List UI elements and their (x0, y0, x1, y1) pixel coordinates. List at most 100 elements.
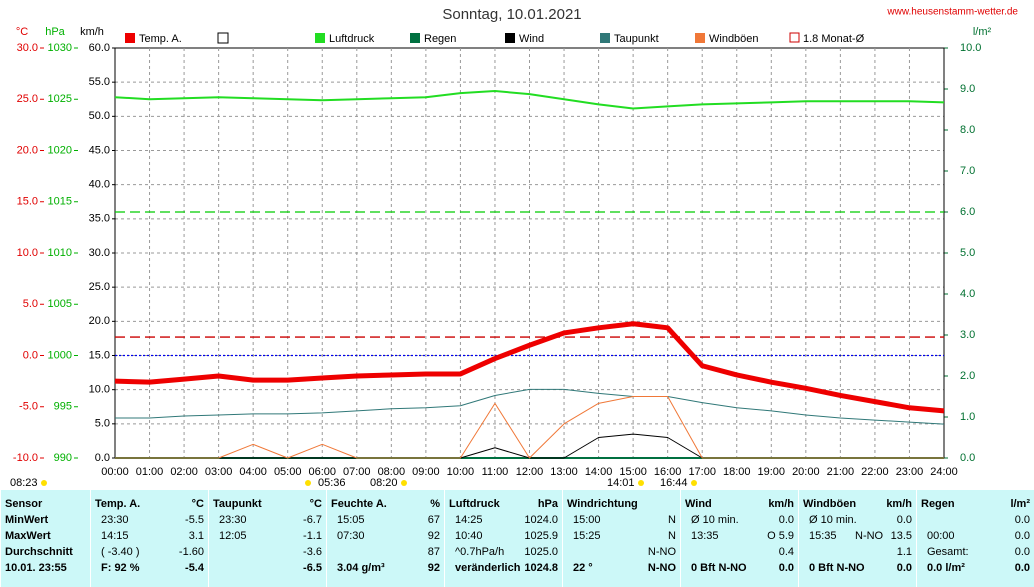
y-tick-label: 1005 (48, 298, 72, 310)
table-cell: Gesamt: (927, 546, 969, 558)
table-cell: 13:35 (691, 530, 719, 542)
group-unit: % (430, 498, 440, 510)
table-row: Ø 10 min. 0.0 (803, 512, 912, 528)
table-cell: 00:00 (927, 530, 955, 542)
legend-label: 1.8 Monat-Ø (803, 33, 865, 45)
legend-swatch (315, 33, 325, 43)
table-group: Windrichtung 15:00 N 15:25 N N-NO 22 ° N-NO (562, 490, 680, 587)
y-tick-label: 0.0 (23, 349, 38, 361)
sun-icon (638, 480, 644, 486)
table-row: 15:35 N-NO 13.5 (803, 528, 912, 544)
x-tick-label: 24:00 (930, 466, 958, 478)
table-cell: -1.1 (303, 530, 322, 542)
table-group: Windböen km/h Ø 10 min. 0.0 15:35 N-NO 13.5 1.1… (798, 490, 916, 587)
group-title: Windrichtung (567, 498, 638, 510)
legend-label: Taupunkt (614, 33, 659, 45)
legend-swatch (600, 33, 610, 43)
x-tick-label: 13:00 (550, 466, 578, 478)
table-cell: 0.0 (1014, 530, 1030, 542)
y-tick-label: 5.0 (95, 418, 110, 430)
table-cell: 15:35 (809, 530, 837, 542)
legend-swatch (125, 33, 135, 43)
table-group: Temp. A. °C 23:30 -5.5 14:15 3.1 ( -3.40 ) -1.6… (90, 490, 208, 587)
y-tick-label: 1020 (48, 144, 72, 156)
group-title: Regen (921, 498, 955, 510)
table-cell: MinWert (5, 514, 49, 526)
table-cell: ^0.7hPa/h (455, 546, 505, 558)
table-group: Wind km/h Ø 10 min. 0.0 13:35 O 5.9 0.4 0 Bft N… (680, 490, 798, 587)
table-row: N-NO (567, 544, 676, 560)
table-row: F: 92 % -5.4 (95, 560, 204, 576)
x-tick-label: 07:00 (343, 466, 371, 478)
y-tick-label: 4.0 (960, 288, 975, 300)
chart-title: Sonntag, 10.01.2021 (442, 6, 581, 23)
legend-label: Regen (424, 33, 456, 45)
group-unit: l/m² (1010, 498, 1030, 510)
table-cell: 0 Bft N-NO (809, 562, 865, 574)
group-header: Windböen km/h (803, 496, 912, 512)
table-cell: 0.0 (1014, 546, 1030, 558)
table-row: 23:30 -6.7 (213, 512, 322, 528)
y-tick-label: -5.0 (19, 401, 38, 413)
sun-icon (305, 480, 311, 486)
y-tick-label: 1.0 (960, 411, 975, 423)
group-header: Sensor (5, 496, 86, 512)
table-group: Taupunkt °C 23:30 -6.7 12:05 -1.1 -3.6 -6.5 (208, 490, 326, 587)
series-line (114, 90, 945, 110)
table-row: 10.01. 23:55 (5, 560, 86, 576)
table-cell: 07:30 (337, 530, 365, 542)
x-tick-label: 11:00 (482, 466, 509, 478)
x-tick-label: 06:00 (308, 466, 336, 478)
table-row: 0.0 l/m² 0.0 (921, 560, 1030, 576)
x-tick-label: 09:00 (412, 466, 440, 478)
annotation: 08:23 (10, 477, 38, 489)
table-cell: 23:30 (101, 514, 129, 526)
annotation: 08:20 (370, 477, 398, 489)
legend-swatch (410, 33, 420, 43)
site-name: www.heusenstamm-wetter.de (886, 7, 1018, 18)
x-tick-label: 17:00 (688, 466, 716, 478)
sun-icon (41, 480, 47, 486)
group-header: Luftdruck hPa (449, 496, 558, 512)
table-row: 12:05 -1.1 (213, 528, 322, 544)
table-row: 23:30 -5.5 (95, 512, 204, 528)
y-tick-label: 5.0 (960, 247, 975, 259)
table-cell: 22 ° (573, 562, 593, 574)
table-cell: 87 (427, 546, 440, 558)
y-tick-label: 55.0 (89, 76, 110, 88)
table-cell: 23:30 (219, 514, 247, 526)
x-tick-label: 18:00 (723, 466, 751, 478)
sun-icon (691, 480, 697, 486)
table-cell: 1024.0 (524, 514, 558, 526)
y-tick-label: 15.0 (89, 349, 110, 361)
y-tick-label: 30.0 (89, 247, 110, 259)
table-cell: Durchschnitt (5, 546, 73, 558)
table-cell: -6.5 (303, 562, 322, 574)
y-tick-label: 995 (54, 401, 72, 413)
group-title: Wind (685, 498, 712, 510)
y-tick-label: -10.0 (13, 452, 38, 464)
table-row: -6.5 (213, 560, 322, 576)
table-row: 10:40 1025.9 (449, 528, 558, 544)
axis-unit: hPa (45, 26, 65, 38)
table-row: 00:00 0.0 (921, 528, 1030, 544)
x-tick-label: 02:00 (170, 466, 198, 478)
y-tick-label: 25.0 (89, 281, 110, 293)
series-line (115, 388, 945, 425)
legend-swatch (695, 33, 705, 43)
table-row: 13:35 O 5.9 (685, 528, 794, 544)
table-cell: 10:40 (455, 530, 483, 542)
x-tick-label: 15:00 (619, 466, 647, 478)
y-tick-label: 7.0 (960, 165, 975, 177)
legend-label: Wind (519, 33, 544, 45)
table-group: Luftdruck hPa 14:25 1024.0 10:40 1025.9 ^0.7hP… (444, 490, 562, 587)
table-cell: 0.0 (896, 514, 912, 526)
group-header: Windrichtung (567, 496, 676, 512)
y-tick-label: 35.0 (89, 213, 110, 225)
annotation: 14:01 (607, 477, 635, 489)
table-cell: 3.1 (188, 530, 204, 542)
table-cell: 0.0 (778, 562, 794, 574)
table-cell: 13.5 (890, 530, 912, 542)
table-cell: 15:25 (573, 530, 601, 542)
